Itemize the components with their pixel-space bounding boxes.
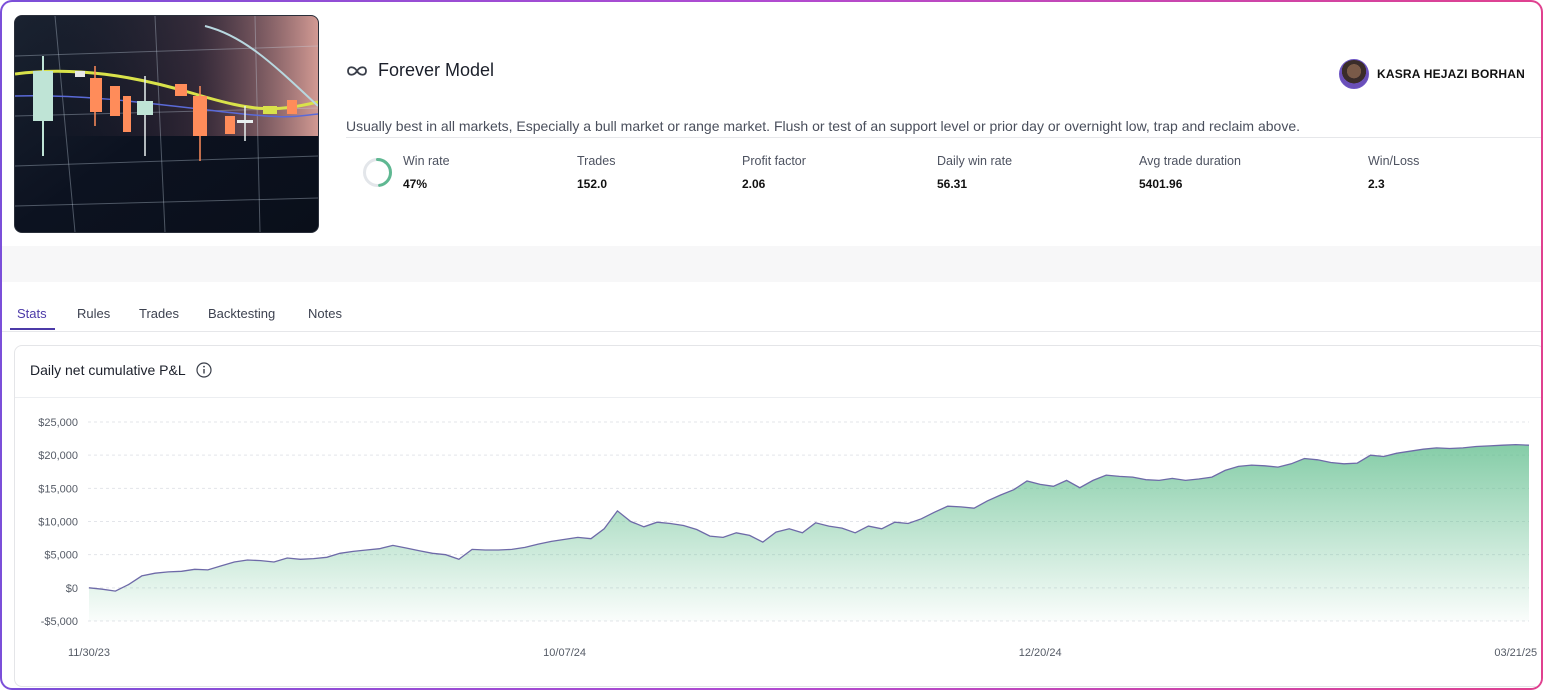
y-tick-label: -$5,000	[41, 616, 78, 628]
x-tick-label: 12/20/24	[1019, 647, 1062, 659]
stat-win-loss: Win/Loss 2.3	[1368, 154, 1419, 191]
stat-label: Trades	[577, 154, 616, 168]
author-name: KASRA HEJAZI BORHAN	[1376, 67, 1525, 81]
section-spacer	[2, 246, 1541, 282]
candlestick-thumbnail-image	[15, 16, 318, 232]
y-tick-label: $15,000	[38, 483, 78, 495]
author-chip[interactable]: KASRA HEJAZI BORHAN	[1338, 59, 1525, 89]
card-header: Daily net cumulative P&L	[30, 362, 212, 378]
stat-trades: Trades 152.0	[577, 154, 615, 191]
avatar	[1338, 59, 1369, 89]
info-icon[interactable]	[196, 362, 212, 378]
tab-notes[interactable]: Notes	[308, 306, 342, 321]
model-title-row: Forever Model	[346, 60, 494, 81]
x-tick-label: 10/07/24	[543, 647, 586, 659]
stat-daily-win-rate: Daily win rate 56.31	[937, 154, 1012, 191]
y-tick-label: $0	[66, 583, 78, 595]
tab-bar: Stats Rules Trades Backtesting Notes	[2, 298, 1541, 332]
stat-label: Win/Loss	[1368, 154, 1420, 168]
stat-label: Avg trade duration	[1139, 154, 1241, 168]
stat-value: 152.0	[577, 177, 608, 191]
stat-value: 56.31	[937, 177, 968, 191]
tab-stats[interactable]: Stats	[17, 306, 47, 321]
stat-label: Profit factor	[742, 154, 806, 168]
stats-row: Win rate 47% Trades 152.0 Profit factor …	[2, 154, 1541, 198]
pnl-line	[88, 443, 1530, 592]
x-tick-label: 11/30/23	[68, 647, 110, 659]
stat-value: 47%	[403, 177, 428, 191]
y-tick-label: $20,000	[38, 450, 78, 462]
stat-win-rate: Win rate 47%	[403, 154, 450, 191]
win-rate-ring	[363, 158, 392, 187]
stat-value: 2.06	[742, 177, 766, 191]
stat-label: Win rate	[403, 154, 450, 168]
infinity-icon	[347, 65, 367, 76]
tab-trades[interactable]: Trades	[139, 306, 179, 321]
model-thumbnail	[14, 15, 319, 233]
y-tick-label: $5,000	[44, 550, 78, 562]
stat-label: Daily win rate	[937, 154, 1013, 168]
stat-avg-trade-duration: Avg trade duration 5401.96	[1139, 154, 1241, 191]
stat-value: 5401.96	[1139, 177, 1183, 191]
pnl-area	[89, 444, 1529, 621]
y-tick-label: $25,000	[38, 417, 78, 429]
y-tick-label: $10,000	[38, 517, 78, 529]
x-tick-label: 03/21/25	[1494, 647, 1537, 659]
model-title: Forever Model	[378, 60, 495, 80]
tab-backtesting[interactable]: Backtesting	[208, 306, 276, 321]
stat-value: 2.3	[1368, 177, 1385, 191]
divider	[346, 137, 1541, 138]
model-description: Usually best in all markets, Especially …	[346, 118, 1300, 134]
tab-rules[interactable]: Rules	[77, 306, 111, 321]
pnl-area-chart[interactable]: -$5,000 $0 $5,000 $10,000 $15,000 $20,000 $25,…	[2, 345, 1543, 687]
card-title: Daily net cumulative P&L	[30, 362, 186, 378]
active-tab-indicator	[10, 328, 55, 330]
divider	[15, 397, 1541, 398]
stat-profit-factor: Profit factor 2.06	[742, 154, 806, 191]
